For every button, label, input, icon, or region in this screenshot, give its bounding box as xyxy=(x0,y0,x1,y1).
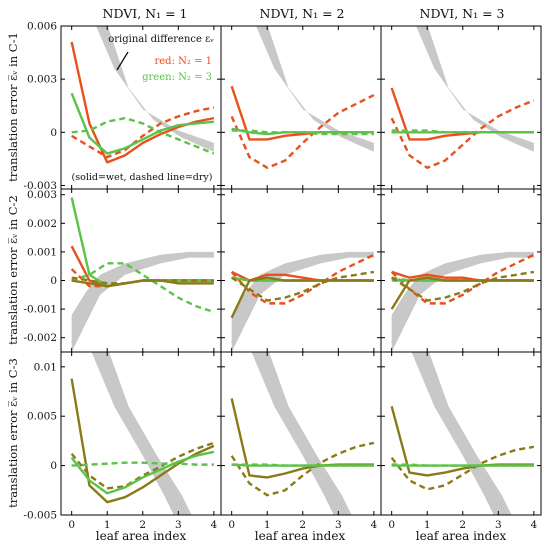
series-green-dashed xyxy=(391,129,534,134)
series-green-solid xyxy=(70,92,215,155)
x-tick-label: 1 xyxy=(104,519,111,531)
series-green-solid xyxy=(70,450,215,495)
y-tick-label: 0.002 xyxy=(27,218,57,230)
panel-plot-area xyxy=(230,352,375,515)
x-tick-label: 2 xyxy=(299,519,306,531)
panel-plot-area xyxy=(70,197,215,352)
panel-plot-area xyxy=(390,251,535,352)
y-tick-label: 0.001 xyxy=(27,246,57,258)
x-tick-label: 4 xyxy=(211,519,218,531)
original-difference-band xyxy=(96,26,214,152)
xlabel-3: leaf area index xyxy=(416,529,507,543)
original-difference-band xyxy=(256,26,374,152)
y-tick-label: -0.002 xyxy=(23,332,57,344)
row-label-2: translation error ε̅ᵥ in C-2 xyxy=(6,195,20,345)
panel-plot-area xyxy=(70,26,215,164)
panel-frame xyxy=(220,188,382,353)
panel-r3-c2: 0 1 2 3 4 xyxy=(220,351,382,531)
y-tick-label: -0.003 xyxy=(23,180,57,192)
y-tick-label: 0.01 xyxy=(34,361,57,373)
row-label-3: translation error ε̅ᵥ in C-3 xyxy=(6,358,20,508)
original-difference-band xyxy=(71,251,214,352)
annotation-green-legend: green: N₂ = 3 xyxy=(142,72,212,83)
series-green-dashed xyxy=(231,129,374,136)
series-red-dashed xyxy=(390,253,535,305)
series-olive-dashed xyxy=(70,441,215,490)
panel-r2-c2 xyxy=(220,188,382,353)
y-tick-label: 0 xyxy=(50,275,57,287)
series-green-dashed xyxy=(71,116,215,155)
x-tick-label: 1 xyxy=(424,519,431,531)
x-tick-label: 0 xyxy=(228,519,235,531)
x-tick-label: 3 xyxy=(175,519,182,531)
row-label-1: translation error ε̅ᵥ in C-1 xyxy=(6,32,20,182)
series-green-dashed xyxy=(71,461,214,467)
x-tick-label: 0 xyxy=(388,519,395,531)
series-olive-dashed xyxy=(230,441,375,497)
annotation-original: original difference εᵥ xyxy=(108,34,214,45)
series-olive-dashed xyxy=(390,445,535,491)
original-difference-band xyxy=(231,251,374,352)
panel-r3-c1: -0.005 0 0.005 0.01 0 1 2 3 4 xyxy=(23,351,222,531)
y-tick-label: 0.003 xyxy=(27,189,57,201)
series-green-dashed xyxy=(231,463,374,467)
panels-group: -0.003 0 0.003 0.006 -0.002 -0.001 0 0.001 0.002… xyxy=(23,21,542,531)
panel-plot-area xyxy=(390,26,535,169)
x-tick-label: 2 xyxy=(459,519,466,531)
series-green-dashed xyxy=(391,463,534,467)
original-difference-band xyxy=(391,251,534,352)
panel-plot-area xyxy=(390,352,535,515)
panel-plot-area xyxy=(230,251,375,352)
panel-frame xyxy=(380,188,542,353)
panel-r1-c2 xyxy=(220,25,382,190)
x-tick-label: 3 xyxy=(335,519,342,531)
x-tick-label: 4 xyxy=(371,519,378,531)
y-tick-label: 0 xyxy=(50,127,57,139)
xlabel-1: leaf area index xyxy=(96,529,187,543)
annotation-red-legend: red: N₂ = 1 xyxy=(154,56,212,67)
x-tick-label: 3 xyxy=(495,519,502,531)
panel-frame xyxy=(380,351,542,516)
x-tick-label: 2 xyxy=(139,519,146,531)
original-difference-band xyxy=(416,26,534,152)
series-red-dashed xyxy=(390,99,535,169)
series-olive-dashed xyxy=(71,276,214,285)
original-difference-band xyxy=(411,352,512,515)
x-tick-label: 4 xyxy=(531,519,538,531)
panel-r2-c3 xyxy=(380,188,542,353)
panel-plot-area xyxy=(230,26,375,169)
y-tick-label: 0.006 xyxy=(27,21,57,33)
annotation-style-note: (solid=wet, dashed line=dry) xyxy=(72,172,213,183)
series-green-dashed xyxy=(71,262,215,314)
xlabel-2: leaf area index xyxy=(255,529,346,543)
panel-r1-c1: -0.003 0 0.003 0.006 xyxy=(23,21,222,192)
y-tick-label: -0.001 xyxy=(23,304,57,316)
col-title-3: NDVI, N₁ = 3 xyxy=(420,6,505,21)
series-red-dashed xyxy=(71,106,215,159)
x-tick-label: 0 xyxy=(68,519,75,531)
panel-frame xyxy=(220,25,382,190)
panel-r1-c3 xyxy=(380,25,542,190)
y-tick-label: 0 xyxy=(50,460,57,472)
series-red-dashed xyxy=(230,94,375,169)
panel-plot-area xyxy=(70,352,215,515)
y-tick-label: 0.005 xyxy=(27,411,57,423)
series-olive-solid xyxy=(230,276,374,319)
panel-r2-c1: -0.002 -0.001 0 0.001 0.002 0.003 xyxy=(23,188,222,353)
col-title-1: NDVI, N₁ = 1 xyxy=(103,6,188,21)
y-tick-label: 0.003 xyxy=(27,74,57,86)
series-red-dashed xyxy=(230,253,375,305)
series-olive-solid xyxy=(390,276,534,310)
y-tick-label: -0.005 xyxy=(23,510,57,522)
annotation-pointer xyxy=(116,51,129,71)
original-difference-band xyxy=(91,352,192,515)
x-tick-label: 1 xyxy=(264,519,271,531)
original-difference-band xyxy=(251,352,352,515)
panel-r3-c3: 0 1 2 3 4 xyxy=(380,351,542,531)
col-title-2: NDVI, N₁ = 2 xyxy=(260,6,345,21)
